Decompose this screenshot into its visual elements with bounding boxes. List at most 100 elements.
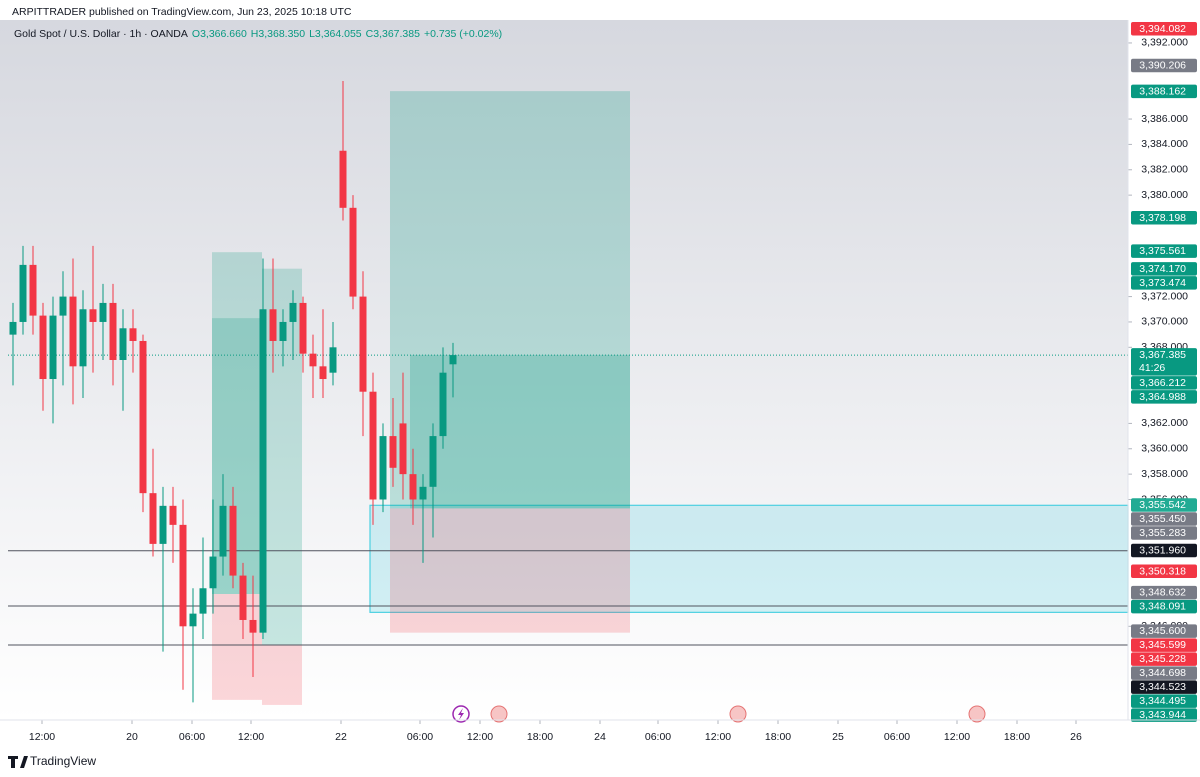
candle-body: [109, 302, 117, 360]
candle-body: [269, 309, 277, 341]
y-tick-label: 3,362.000: [1141, 417, 1188, 429]
candles: [9, 80, 457, 703]
footer-logo: TradingView: [8, 754, 96, 768]
candle-body: [429, 436, 437, 487]
price-label: 3,394.082: [1139, 23, 1186, 35]
lightning: [458, 708, 464, 720]
candle-body: [159, 505, 167, 544]
candle-body: [299, 302, 307, 354]
zones: [212, 91, 1129, 705]
y-tick-label: 3,382.000: [1141, 164, 1188, 176]
x-tick-label: 12:00: [705, 731, 731, 743]
y-tick-label: 3,386.000: [1141, 113, 1188, 125]
price-label: 3,345.600: [1139, 625, 1186, 637]
candle-body: [399, 423, 407, 475]
price-label: 3,344.523: [1139, 681, 1186, 693]
x-tick-label: 26: [1070, 731, 1082, 743]
candle-body: [369, 391, 377, 500]
candle-body: [9, 321, 17, 335]
candle-body: [149, 493, 157, 544]
price-label-box: [1131, 638, 1197, 652]
price-label-box: [1131, 543, 1197, 558]
countdown: 41:26: [1139, 362, 1165, 374]
price-label: 3,390.206: [1139, 59, 1186, 71]
x-tick-label: 06:00: [179, 731, 205, 743]
plot-background: [0, 20, 1128, 720]
candle-body: [389, 436, 397, 468]
price-label-box: [1131, 512, 1197, 526]
price-label: 3,344.495: [1139, 695, 1186, 707]
candle-body: [249, 619, 257, 633]
price-label-box: [1131, 244, 1197, 258]
candle-body: [49, 315, 57, 380]
price-label: 3,374.170: [1139, 263, 1186, 275]
position-zone: [390, 508, 630, 633]
x-tick-label: 18:00: [527, 731, 553, 743]
price-label-box: [1131, 390, 1197, 404]
price-label-box: [1131, 666, 1197, 680]
price-label-box: [1131, 526, 1197, 540]
price-label: 3,351.960: [1139, 545, 1186, 557]
candle-body: [419, 486, 427, 500]
candle-body: [439, 372, 447, 437]
candle-body: [59, 296, 67, 316]
price-label: 3,343.944: [1139, 709, 1186, 721]
close-value: C3,367.385: [366, 28, 420, 40]
position-zone: [410, 354, 630, 509]
candle-body: [309, 353, 317, 367]
price-label: 3,366.212: [1139, 377, 1186, 389]
candle-body: [349, 207, 357, 297]
price-label-box: [1131, 58, 1197, 73]
x-tick-label: 06:00: [407, 731, 433, 743]
candle-body: [359, 296, 367, 392]
price-label: 3,373.474: [1139, 277, 1186, 289]
price-label: 3,378.198: [1139, 212, 1186, 224]
price-label-box: [1131, 276, 1197, 290]
candle-body: [199, 588, 207, 614]
event-icon[interactable]: [968, 705, 986, 723]
x-tick-label: 12:00: [238, 731, 264, 743]
price-label: 3,364.988: [1139, 391, 1186, 403]
candle-body: [289, 302, 297, 322]
open-value: O3,366.660: [192, 28, 247, 40]
x-tick-label: 20: [126, 731, 138, 743]
price-label: 3,367.385: [1139, 349, 1186, 361]
candle-body: [69, 296, 77, 367]
candle-body: [89, 309, 97, 322]
price-label: 3,355.283: [1139, 527, 1186, 539]
event-icons: [452, 705, 986, 723]
price-label-box: [1131, 564, 1197, 579]
event-icon[interactable]: [729, 705, 747, 723]
y-tick-label: 3,384.000: [1141, 138, 1188, 150]
candle-body: [19, 264, 27, 322]
price-label-box: [1131, 262, 1197, 276]
x-tick-label: 12:00: [467, 731, 493, 743]
lines: [8, 354, 1128, 646]
price-label: 3,345.599: [1139, 639, 1186, 651]
candle-body: [239, 575, 247, 620]
x-tick-label: 24: [594, 731, 606, 743]
candle-body: [29, 264, 37, 316]
price-label-box: [1131, 348, 1197, 376]
position-zone: [369, 504, 1129, 613]
price-label: 3,348.632: [1139, 587, 1186, 599]
price-label: 3,355.542: [1139, 499, 1186, 511]
high-value: H3,368.350: [251, 28, 305, 40]
candle-body: [39, 315, 47, 380]
logo-mark: [8, 756, 28, 768]
candle-body: [219, 505, 227, 557]
price-label-box: [1131, 652, 1197, 666]
price-label: 3,355.450: [1139, 513, 1186, 525]
price-label-box: [1131, 22, 1197, 36]
low-value: L3,364.055: [309, 28, 362, 40]
price-label-box: [1131, 624, 1197, 638]
y-tick-label: 3,392.000: [1141, 37, 1188, 49]
event-icon[interactable]: [490, 705, 508, 723]
price-labels: 3,394.082 3,390.206 3,388.162 3,378.198 3,37…: [1131, 22, 1197, 722]
candle-body: [279, 321, 287, 341]
x-tick-label: 22: [335, 731, 347, 743]
x-tick-label: 12:00: [944, 731, 970, 743]
candle-body: [259, 309, 267, 633]
